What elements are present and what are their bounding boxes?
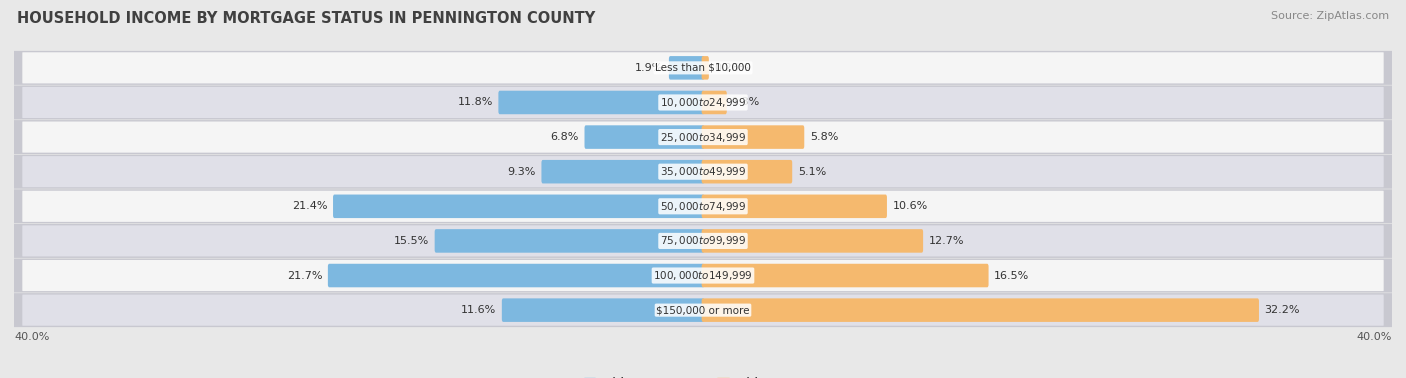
FancyBboxPatch shape bbox=[22, 260, 1384, 291]
Text: 15.5%: 15.5% bbox=[394, 236, 429, 246]
Text: 40.0%: 40.0% bbox=[1357, 332, 1392, 342]
FancyBboxPatch shape bbox=[328, 264, 704, 287]
Text: 40.0%: 40.0% bbox=[14, 332, 49, 342]
FancyBboxPatch shape bbox=[22, 52, 1384, 84]
FancyBboxPatch shape bbox=[502, 298, 704, 322]
FancyBboxPatch shape bbox=[14, 293, 1392, 327]
FancyBboxPatch shape bbox=[434, 229, 704, 253]
FancyBboxPatch shape bbox=[22, 225, 1384, 257]
FancyBboxPatch shape bbox=[22, 87, 1384, 118]
Text: 11.8%: 11.8% bbox=[457, 98, 494, 107]
Text: Source: ZipAtlas.com: Source: ZipAtlas.com bbox=[1271, 11, 1389, 21]
Text: $150,000 or more: $150,000 or more bbox=[657, 305, 749, 315]
FancyBboxPatch shape bbox=[702, 229, 924, 253]
Text: 12.7%: 12.7% bbox=[928, 236, 965, 246]
Text: Less than $10,000: Less than $10,000 bbox=[655, 63, 751, 73]
Text: HOUSEHOLD INCOME BY MORTGAGE STATUS IN PENNINGTON COUNTY: HOUSEHOLD INCOME BY MORTGAGE STATUS IN P… bbox=[17, 11, 595, 26]
FancyBboxPatch shape bbox=[22, 156, 1384, 187]
Text: $100,000 to $149,999: $100,000 to $149,999 bbox=[654, 269, 752, 282]
FancyBboxPatch shape bbox=[22, 191, 1384, 222]
FancyBboxPatch shape bbox=[14, 259, 1392, 293]
FancyBboxPatch shape bbox=[702, 160, 792, 183]
FancyBboxPatch shape bbox=[702, 125, 804, 149]
Text: $10,000 to $24,999: $10,000 to $24,999 bbox=[659, 96, 747, 109]
Legend: Without Mortgage, With Mortgage: Without Mortgage, With Mortgage bbox=[583, 377, 823, 378]
FancyBboxPatch shape bbox=[669, 56, 704, 80]
FancyBboxPatch shape bbox=[702, 91, 727, 114]
Text: 21.4%: 21.4% bbox=[292, 201, 328, 211]
Text: 11.6%: 11.6% bbox=[461, 305, 496, 315]
FancyBboxPatch shape bbox=[702, 298, 1258, 322]
Text: 21.7%: 21.7% bbox=[287, 271, 322, 280]
Text: $50,000 to $74,999: $50,000 to $74,999 bbox=[659, 200, 747, 213]
Text: $35,000 to $49,999: $35,000 to $49,999 bbox=[659, 165, 747, 178]
Text: 5.1%: 5.1% bbox=[797, 167, 825, 177]
FancyBboxPatch shape bbox=[585, 125, 704, 149]
Text: $75,000 to $99,999: $75,000 to $99,999 bbox=[659, 234, 747, 248]
FancyBboxPatch shape bbox=[333, 195, 704, 218]
FancyBboxPatch shape bbox=[14, 51, 1392, 85]
FancyBboxPatch shape bbox=[22, 121, 1384, 153]
FancyBboxPatch shape bbox=[14, 120, 1392, 154]
FancyBboxPatch shape bbox=[702, 56, 709, 80]
FancyBboxPatch shape bbox=[702, 195, 887, 218]
FancyBboxPatch shape bbox=[22, 294, 1384, 326]
FancyBboxPatch shape bbox=[14, 224, 1392, 258]
Text: 1.9%: 1.9% bbox=[636, 63, 664, 73]
FancyBboxPatch shape bbox=[498, 91, 704, 114]
FancyBboxPatch shape bbox=[541, 160, 704, 183]
Text: 1.3%: 1.3% bbox=[733, 98, 761, 107]
Text: 16.5%: 16.5% bbox=[994, 271, 1029, 280]
Text: 6.8%: 6.8% bbox=[551, 132, 579, 142]
Text: 10.6%: 10.6% bbox=[893, 201, 928, 211]
FancyBboxPatch shape bbox=[702, 264, 988, 287]
FancyBboxPatch shape bbox=[14, 155, 1392, 189]
FancyBboxPatch shape bbox=[14, 189, 1392, 223]
Text: 32.2%: 32.2% bbox=[1264, 305, 1301, 315]
FancyBboxPatch shape bbox=[14, 85, 1392, 119]
Text: 5.8%: 5.8% bbox=[810, 132, 838, 142]
Text: $25,000 to $34,999: $25,000 to $34,999 bbox=[659, 130, 747, 144]
Text: 0.26%: 0.26% bbox=[714, 63, 749, 73]
Text: 9.3%: 9.3% bbox=[508, 167, 536, 177]
